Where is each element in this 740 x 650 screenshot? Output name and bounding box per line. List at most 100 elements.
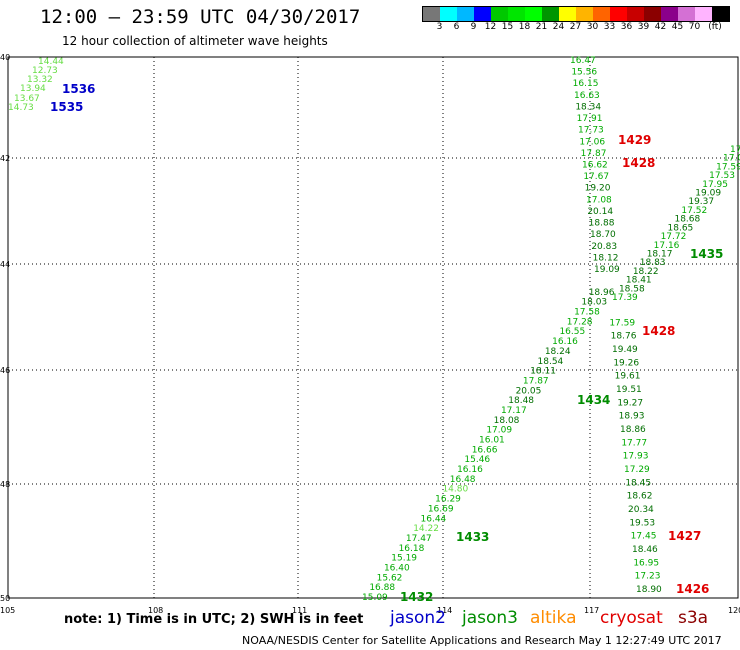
pass-time-label: 1427: [668, 529, 701, 543]
swh-value: 14.22: [413, 524, 439, 534]
legend-jason2: jason2: [390, 608, 446, 628]
swh-value: 18.45: [625, 478, 651, 488]
swh-value: 18.90: [636, 585, 662, 595]
units-note: note: 1) Time is in UTC; 2) SWH is in fe…: [64, 612, 364, 627]
pass-time-label: 1428: [622, 156, 655, 170]
swh-value: 14.80: [442, 485, 468, 495]
swh-value: 18.93: [619, 412, 645, 422]
lon-label: 117: [584, 606, 599, 615]
legend-label: 42: [654, 22, 667, 32]
legend-label: 9: [470, 22, 477, 32]
swh-value: 20.34: [628, 505, 654, 515]
legend-swatch: [678, 7, 695, 21]
swh-value: 16.95: [633, 558, 659, 568]
swh-value: 17.23: [635, 572, 661, 582]
footer-credit: NOAA/NESDIS Center for Satellite Applica…: [242, 634, 722, 647]
swh-value: 18.86: [620, 425, 646, 435]
pass-time-label: 1429: [618, 133, 651, 147]
legend-label: 15: [501, 22, 514, 32]
lat-label: 48: [0, 480, 10, 489]
pass-time-label: 1426: [676, 582, 709, 596]
legend-swatch: [491, 7, 508, 21]
track-east-swh: 1717.017.5917.5317.9519.0919.3717.5218.6…: [609, 145, 740, 595]
legend-label: 27: [569, 22, 582, 32]
swh-value: 17.93: [623, 452, 649, 462]
swh-value: 17.95: [702, 180, 728, 190]
swh-value: 18.24: [545, 347, 571, 357]
swh-value: 15.09: [362, 593, 388, 603]
swh-value: 14.73: [8, 103, 34, 113]
legend-swatch: [644, 7, 661, 21]
legend-swatch: [423, 7, 440, 21]
lat-label: 46: [0, 366, 10, 375]
swh-value: 18.11: [530, 367, 556, 377]
legend-label: 30: [586, 22, 599, 32]
swh-value: 17.67: [583, 172, 609, 182]
swh-value: 17.87: [523, 376, 549, 386]
swh-value: 17.16: [654, 241, 680, 251]
pass-time-label: 1433: [456, 530, 489, 544]
swh-value: 18.03: [581, 298, 607, 308]
lat-label: 44: [0, 260, 10, 269]
legend-swatch: [712, 7, 729, 21]
legend-label: 12: [484, 22, 497, 32]
legend-altika: altika: [530, 608, 577, 628]
pass-time-label: 1432: [400, 590, 433, 604]
swh-value: 19.37: [688, 197, 714, 207]
swh-value: 20.14: [587, 207, 613, 217]
swh-value: 20.83: [591, 242, 617, 252]
swh-value: 18.41: [626, 276, 652, 286]
lat-label: 40: [0, 53, 10, 62]
swh-value: 13.67: [14, 94, 40, 104]
legend-label: 45: [671, 22, 684, 32]
legend-label: 3: [436, 22, 443, 32]
swh-value: 17.06: [579, 137, 605, 147]
swh-value: 14.44: [38, 57, 64, 67]
swh-value: 16.29: [435, 495, 461, 505]
swh-value: 19.49: [612, 345, 638, 355]
legend-label: 18: [518, 22, 531, 32]
swh-value: 20.05: [516, 386, 542, 396]
swh-value: 18.65: [668, 223, 694, 233]
swh-value: 17.39: [612, 293, 638, 303]
pass-time-label: 1435: [690, 247, 723, 261]
map-subtitle: 12 hour collection of altimeter wave hei…: [62, 34, 328, 48]
swh-value: 17.28: [567, 317, 593, 327]
swh-value: 19.09: [695, 189, 721, 199]
legend-swatch: [525, 7, 542, 21]
legend-swatch: [661, 7, 678, 21]
swh-value: 18.54: [538, 357, 564, 367]
legend-swatch: [695, 7, 712, 21]
swh-value: 16.88: [369, 583, 395, 593]
swh-value: 18.76: [611, 332, 637, 342]
lat-lon-grid: [7, 56, 739, 599]
map-title: 12:00 – 23:59 UTC 04/30/2017: [40, 6, 361, 28]
pass-time-labels: 1536 1535 1429 1428 1428 1427 1426 1435 1434 1433…: [50, 82, 723, 604]
swh-value: 19.27: [617, 398, 643, 408]
swh-value: 16.69: [428, 504, 454, 514]
legend-label: 70: [688, 22, 701, 32]
lon-label: 108: [148, 606, 163, 615]
lon-label: 105: [0, 606, 15, 615]
swh-value: 18.70: [590, 230, 616, 240]
swh-value: 16.18: [399, 544, 425, 554]
swh-value: 19.09: [594, 265, 620, 275]
swh-value: 17: [730, 145, 740, 155]
swh-value: 19.20: [585, 184, 611, 194]
legend-label: 24: [552, 22, 565, 32]
legend-swatch: [440, 7, 457, 21]
swh-value: 19.61: [615, 372, 641, 382]
swh-value: 18.12: [593, 253, 619, 263]
swh-value: 18.62: [627, 492, 653, 502]
swh-value: 17.72: [661, 232, 687, 242]
swh-value: 17.0: [723, 154, 740, 164]
swh-value: 16.66: [472, 445, 498, 455]
swh-value: 18.17: [647, 249, 673, 259]
swh-value: 17.91: [577, 114, 603, 124]
swh-value: 13.32: [27, 75, 53, 85]
swh-value: 17.59: [609, 318, 635, 328]
swh-value: 19.26: [613, 358, 639, 368]
legend-swatch: [542, 7, 559, 21]
swh-value: 19.53: [629, 518, 655, 528]
swh-value: 17.59: [716, 162, 740, 172]
